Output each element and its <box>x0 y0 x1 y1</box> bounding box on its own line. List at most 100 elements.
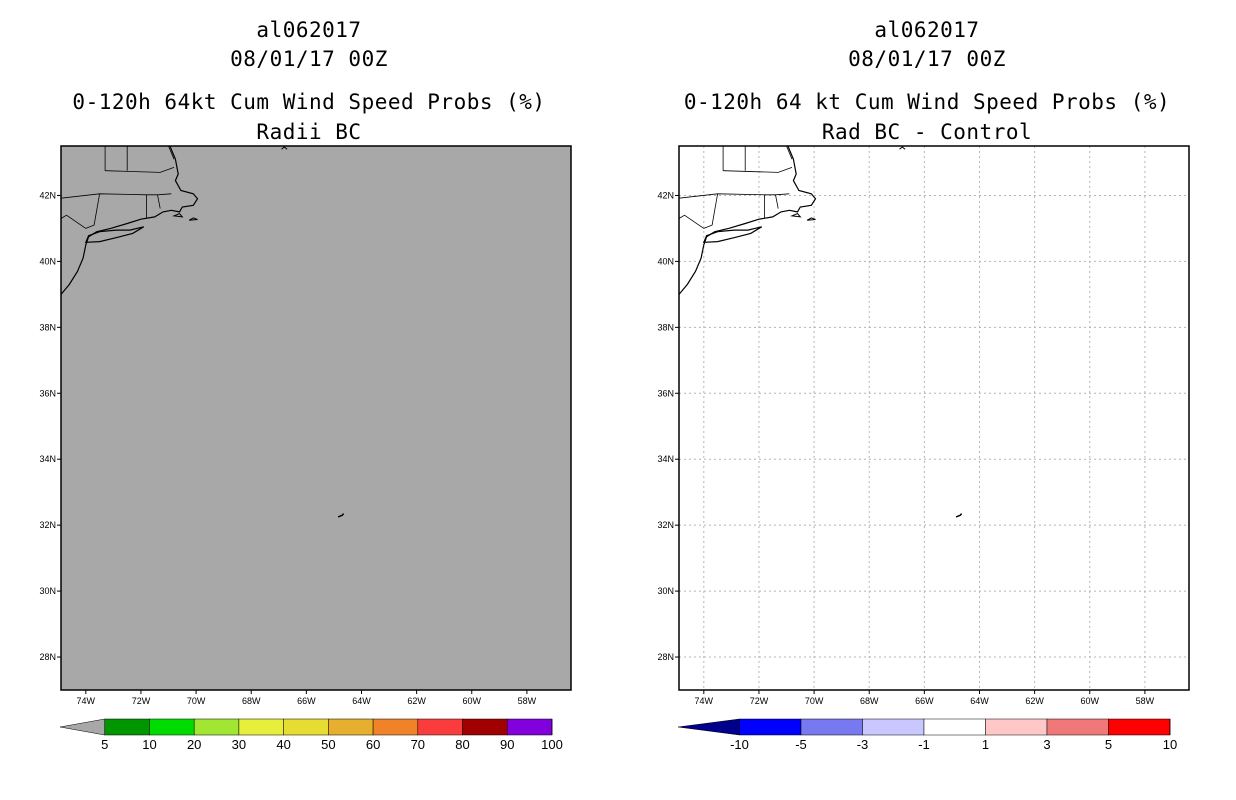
lon-tick-label: 58W <box>518 696 537 706</box>
colorbar-label: 80 <box>455 737 469 752</box>
state-border <box>775 194 779 209</box>
long-island <box>84 226 145 243</box>
colorbar-low-arrow <box>677 718 740 736</box>
colorbar-segment <box>1108 718 1171 736</box>
map-frame <box>678 145 1190 691</box>
colorbar-segment <box>104 718 150 736</box>
colorbar-segment <box>193 718 240 736</box>
bermuda <box>955 513 963 518</box>
lon-tick-label: 68W <box>242 696 261 706</box>
lat-tick-label: 38N <box>657 322 674 332</box>
colorbar-segment <box>283 718 329 736</box>
lon-tick-label: 64W <box>970 696 989 706</box>
colorbar-segment <box>507 718 553 736</box>
map-background <box>61 146 571 690</box>
colorbar-label: 50 <box>321 737 335 752</box>
lon-tick-label: 66W <box>297 696 316 706</box>
colorbar-label: -5 <box>795 737 807 752</box>
lon-tick-label: 70W <box>805 696 824 706</box>
lat-tick-label: 32N <box>39 520 56 530</box>
coastline <box>679 146 817 295</box>
colorbar-label: 10 <box>1163 737 1177 752</box>
north-mark <box>899 146 906 150</box>
colorbar-label: 100 <box>541 737 563 752</box>
colorbar-label: 70 <box>411 737 425 752</box>
marthas-vineyard <box>790 212 802 218</box>
lon-tick-label: 62W <box>1025 696 1044 706</box>
map-figure: 74W 72W 70W 68W 66W 64W 62W 60W 58W 42N 40N 38N 36N 3… <box>39 145 572 752</box>
colorbar-label: 3 <box>1043 737 1050 752</box>
lat-tick-label: 36N <box>39 388 56 398</box>
colorbar-segment <box>985 718 1048 736</box>
colorbar-label: 5 <box>1105 737 1112 752</box>
plot-title: 0-120h 64kt Cum Wind Speed Probs (%) <box>72 90 546 114</box>
colorbar-label: 90 <box>500 737 514 752</box>
lat-tick-label: 36N <box>657 388 674 398</box>
marthas-vineyard <box>172 212 184 218</box>
map-figure: 74W 72W 70W 68W 66W 64W 62W 60W 58W 42N 40N 38N 36N 3… <box>657 145 1190 752</box>
lon-tick-label: 70W <box>187 696 206 706</box>
colorbar-label: 20 <box>187 737 201 752</box>
colorbar-label: 60 <box>366 737 380 752</box>
lat-tick-label: 42N <box>39 190 56 200</box>
lat-tick-label: 40N <box>657 256 674 266</box>
datetime: 08/01/17 00Z <box>230 47 388 71</box>
lon-tick-label: 72W <box>750 696 769 706</box>
state-border <box>61 214 87 229</box>
colorbar-label: 10 <box>142 737 156 752</box>
colorbar-segment <box>328 718 374 736</box>
colorbar-label: -10 <box>730 737 749 752</box>
colorbar-segment <box>862 718 925 736</box>
plot-title: 0-120h 64 kt Cum Wind Speed Probs (%) <box>683 90 1171 114</box>
lat-tick-label: 38N <box>39 322 56 332</box>
state-border <box>786 146 793 160</box>
datetime: 08/01/17 00Z <box>848 47 1006 71</box>
lat-tick-label: 28N <box>39 652 56 662</box>
coastline <box>61 146 199 295</box>
colorbar-label: 30 <box>232 737 246 752</box>
lon-tick-label: 60W <box>462 696 481 706</box>
colorbar-label: 1 <box>982 737 989 752</box>
state-border <box>157 194 161 209</box>
colorbar-label: -3 <box>857 737 869 752</box>
colorbar-low-arrow <box>59 718 105 736</box>
colorbar-segment <box>739 718 802 736</box>
storm-id: al062017 <box>874 18 980 42</box>
lon-tick-label: 62W <box>407 696 426 706</box>
bermuda <box>337 513 345 518</box>
colorbar-label: 40 <box>276 737 290 752</box>
state-border <box>723 167 793 173</box>
colorbar-segment <box>800 718 863 736</box>
lon-tick-label: 60W <box>1080 696 1099 706</box>
lon-tick-label: 58W <box>1136 696 1155 706</box>
state-border <box>703 193 718 229</box>
lon-tick-label: 64W <box>352 696 371 706</box>
colorbar-segment <box>417 718 463 736</box>
map-frame <box>60 145 572 691</box>
nantucket <box>188 217 198 221</box>
lat-tick-label: 34N <box>657 454 674 464</box>
colorbar-segment <box>149 718 195 736</box>
lon-tick-label: 74W <box>77 696 96 706</box>
colorbar-segment <box>238 718 284 736</box>
right-panel: al062017 08/01/17 00Z 0-120h 64 kt Cum W… <box>618 0 1236 800</box>
north-mark <box>281 146 288 150</box>
map-layer <box>679 146 1189 690</box>
state-border <box>105 167 175 173</box>
map-background <box>679 146 1189 690</box>
left-panel: al062017 08/01/17 00Z 0-120h 64kt Cum Wi… <box>39 18 572 752</box>
storm-id: al062017 <box>256 18 362 42</box>
lat-tick-label: 42N <box>657 190 674 200</box>
lat-tick-label: 34N <box>39 454 56 464</box>
colorbar-label: 5 <box>101 737 108 752</box>
lat-tick-label: 28N <box>657 652 674 662</box>
plot-subtitle: Radii BC <box>256 120 362 144</box>
colorbar-segment <box>923 718 986 736</box>
lon-tick-label: 66W <box>915 696 934 706</box>
colorbar-segment <box>462 718 508 736</box>
lon-tick-label: 72W <box>132 696 151 706</box>
plot-subtitle: Rad BC - Control <box>821 120 1033 144</box>
lat-tick-label: 30N <box>657 586 674 596</box>
colorbar-segment <box>372 718 419 736</box>
lat-tick-label: 40N <box>39 256 56 266</box>
